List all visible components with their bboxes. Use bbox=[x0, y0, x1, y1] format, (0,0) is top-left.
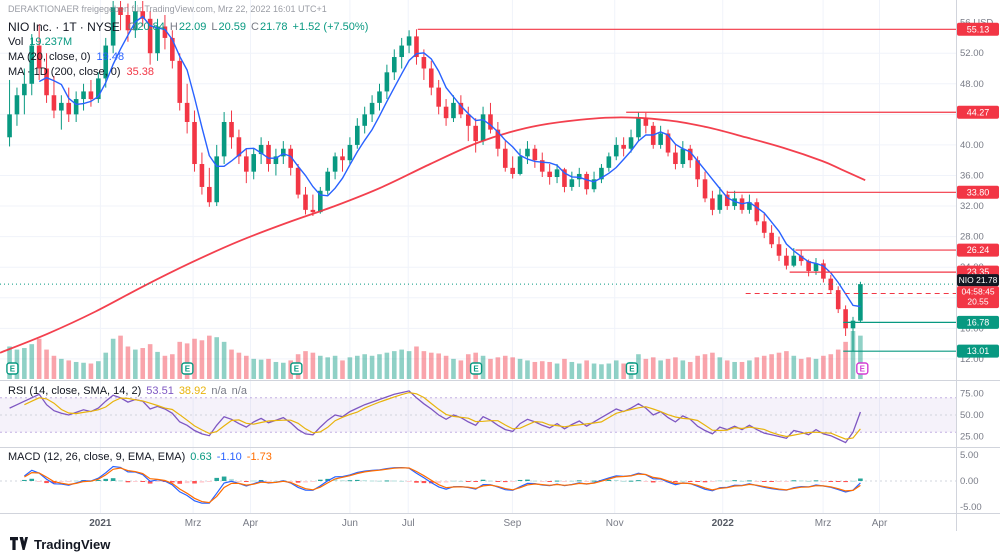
svg-text:Jun: Jun bbox=[342, 518, 358, 529]
svg-text:40.00: 40.00 bbox=[960, 140, 984, 151]
earnings-badge[interactable]: E bbox=[6, 362, 19, 375]
svg-text:2021: 2021 bbox=[89, 518, 112, 529]
svg-text:E: E bbox=[629, 365, 635, 374]
svg-text:NIO 21.78: NIO 21.78 bbox=[959, 275, 998, 285]
ma20-line bbox=[38, 15, 861, 308]
macd-pane: 5.00 0.00 -5.00 bbox=[0, 450, 982, 513]
level-price-label[interactable]: 26.24 bbox=[957, 243, 999, 257]
ma200-line bbox=[0, 116, 866, 354]
level-price-label[interactable]: 33.80 bbox=[957, 185, 999, 199]
svg-text:Mrz: Mrz bbox=[185, 518, 202, 529]
earnings-badge[interactable]: E bbox=[856, 362, 869, 375]
earnings-badge[interactable]: E bbox=[290, 362, 303, 375]
svg-text:2022: 2022 bbox=[712, 518, 735, 529]
level-price-label[interactable]: 13.01 bbox=[957, 344, 999, 358]
svg-text:04:58:45: 04:58:45 bbox=[961, 287, 994, 297]
tradingview-mark-icon bbox=[10, 537, 28, 550]
footer-bar: TradingView bbox=[0, 531, 1000, 557]
svg-text:E: E bbox=[10, 365, 16, 374]
svg-text:16.78: 16.78 bbox=[967, 317, 990, 327]
svg-text:55.13: 55.13 bbox=[967, 24, 990, 34]
macd-signal-line bbox=[24, 467, 861, 504]
svg-text:52.00: 52.00 bbox=[960, 48, 984, 59]
svg-text:Apr: Apr bbox=[243, 518, 259, 529]
svg-text:Mrz: Mrz bbox=[815, 518, 832, 529]
svg-text:E: E bbox=[185, 365, 191, 374]
svg-text:Nov: Nov bbox=[606, 518, 624, 529]
svg-text:50.00: 50.00 bbox=[960, 410, 984, 421]
earnings-badge[interactable]: E bbox=[625, 362, 639, 375]
rsi-line bbox=[9, 390, 862, 444]
earnings-badge[interactable]: E bbox=[181, 362, 194, 375]
moving-averages bbox=[0, 15, 866, 354]
candles bbox=[7, 1, 863, 352]
svg-text:13.01: 13.01 bbox=[967, 346, 990, 356]
brand-name: TradingView bbox=[34, 536, 111, 552]
rsi-ma-line bbox=[24, 391, 861, 440]
svg-text:Sep: Sep bbox=[504, 518, 522, 529]
svg-text:23.35: 23.35 bbox=[967, 267, 990, 277]
svg-text:5.00: 5.00 bbox=[960, 450, 979, 461]
grid-lines bbox=[0, 0, 956, 513]
svg-text:25.00: 25.00 bbox=[960, 432, 984, 443]
svg-text:75.00: 75.00 bbox=[960, 388, 984, 399]
svg-text:Jul: Jul bbox=[402, 518, 415, 529]
svg-text:28.00: 28.00 bbox=[960, 232, 984, 243]
earnings-badge[interactable]: E bbox=[469, 362, 483, 375]
svg-text:36.00: 36.00 bbox=[960, 170, 984, 181]
svg-text:26.24: 26.24 bbox=[967, 245, 990, 255]
svg-text:20.55: 20.55 bbox=[967, 297, 989, 307]
last-price-label[interactable]: NIO 21.78 bbox=[957, 274, 999, 287]
svg-text:44.27: 44.27 bbox=[967, 107, 990, 117]
level-price-label[interactable]: 16.78 bbox=[957, 315, 999, 329]
svg-text:12.00: 12.00 bbox=[960, 354, 984, 365]
rsi-pane: 75.00 50.00 25.00 bbox=[0, 388, 984, 444]
symbol-title[interactable]: NIO Inc. · 1T · NYSE bbox=[8, 19, 120, 34]
level-price-label[interactable]: 55.13 bbox=[957, 22, 999, 36]
tradingview-logo[interactable]: TradingView bbox=[10, 537, 110, 552]
svg-text:E: E bbox=[860, 365, 866, 374]
level-lines[interactable] bbox=[0, 28, 956, 352]
pane-separators bbox=[0, 0, 1000, 531]
time-axis[interactable]: 2021 Mrz Apr Jun Jul Sep Nov 2022 Mrz Apr bbox=[89, 518, 888, 529]
svg-text:33.80: 33.80 bbox=[967, 187, 990, 197]
level-price-label[interactable]: 44.27 bbox=[957, 105, 999, 119]
svg-text:Apr: Apr bbox=[872, 518, 888, 529]
svg-text:0.00: 0.00 bbox=[960, 476, 979, 487]
svg-text:E: E bbox=[473, 365, 479, 374]
svg-text:E: E bbox=[294, 365, 300, 374]
svg-text:32.00: 32.00 bbox=[960, 201, 984, 212]
svg-text:48.00: 48.00 bbox=[960, 79, 984, 90]
svg-text:-5.00: -5.00 bbox=[960, 502, 982, 513]
